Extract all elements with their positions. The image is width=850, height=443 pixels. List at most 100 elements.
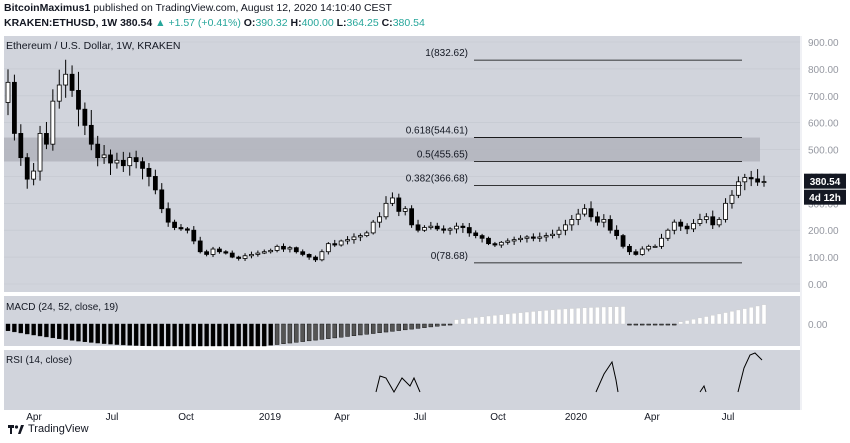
macd-bar [499,314,504,325]
macd-bar [5,323,11,331]
candle [607,219,613,231]
candle [56,84,62,102]
x-tick-label: Jul [722,412,735,423]
candle [319,251,325,261]
candle [659,237,664,247]
candle [390,197,395,204]
candle [486,237,491,245]
candle [723,202,728,220]
macd-bar [678,321,683,325]
candle [159,189,165,210]
candle [466,227,472,234]
macd-bar [159,323,164,347]
x-tick-label: 2019 [259,412,282,423]
macd-bar [556,309,562,325]
symbol-label: KRAKEN:ETHUSD, 1W [4,17,118,29]
candle [140,161,145,169]
candle [710,216,716,226]
fib-level-label: 0.382(366.68) [406,173,468,184]
candle [614,229,620,237]
candle [575,213,581,220]
macd-bar [736,309,741,325]
candle [300,251,306,255]
x-tick-label: Jul [106,412,119,423]
candle [370,221,376,234]
macd-bar [460,318,466,325]
macd-bar [409,323,414,330]
candle [460,225,466,228]
macd-bar [287,323,293,344]
candle [261,251,267,254]
candle [550,233,555,236]
macd-bar [140,323,145,346]
candle [652,245,658,248]
candle [454,225,459,230]
candle [357,235,363,238]
macd-bar [396,323,401,331]
macd-bar [492,315,498,325]
macd-bar [531,311,536,325]
macd-bar [69,323,75,341]
y-tick-label: 200.00 [808,226,839,237]
macd-bar [191,323,196,347]
macd-bar [569,308,574,325]
countdown-badge-text: 4d 12h [809,193,841,204]
macd-bar [255,323,261,347]
candle [447,228,453,231]
fib-level-label: 0(78.68) [431,251,468,262]
macd-bar [332,323,337,339]
macd-bar [185,323,190,347]
macd-bar [550,309,555,325]
last-price-badge-text: 380.54 [810,177,841,188]
tradingview-logo-icon [8,423,24,435]
macd-bar [268,323,273,346]
macd-bar [210,323,216,347]
rsi-title: RSI (14, close) [6,355,72,366]
candle [217,248,222,253]
candle [601,219,607,223]
close-value: 380.54 [392,17,425,29]
close-label: C: [381,17,393,29]
macd-bar [620,306,626,325]
macd-bar [63,323,68,340]
candle [191,229,197,242]
candle [185,228,190,231]
macd-bar [659,323,664,326]
macd-bar [25,323,30,335]
macd-bar [18,323,23,334]
author-name[interactable]: BitcoinMaximus1 [4,2,91,14]
candle [293,247,299,253]
macd-bar [223,323,229,347]
macd-bar [422,323,427,328]
candle [325,243,331,253]
tradingview-brand[interactable]: TradingView [8,423,89,435]
x-tick-label: Oct [178,412,194,423]
macd-bar [294,323,299,343]
open-value: 390.32 [255,17,288,29]
macd-bar [588,307,594,325]
candle [24,157,30,180]
candle [18,133,24,159]
macd-bar [479,316,485,325]
rsi-line-segment [375,375,421,394]
brand-name: TradingView [28,423,89,435]
rsi-line-segment [699,384,707,393]
macd-axis-label: 0.00 [808,320,828,331]
publish-line: BitcoinMaximus1 published on TradingView… [4,2,392,14]
x-tick-label: Jul [414,412,427,423]
macd-bar [217,323,222,347]
macd-bar [454,319,459,325]
macd-bar [582,307,587,325]
macd-bar [691,318,696,325]
candle [332,243,338,246]
candle [281,245,286,250]
macd-bar [486,315,491,325]
rsi-pane [4,350,800,410]
candle [703,216,709,220]
x-tick-label: Apr [334,412,350,423]
candle [101,154,107,159]
candle [697,219,703,224]
macd-bar [684,320,690,325]
x-tick-label: Apr [644,412,660,423]
